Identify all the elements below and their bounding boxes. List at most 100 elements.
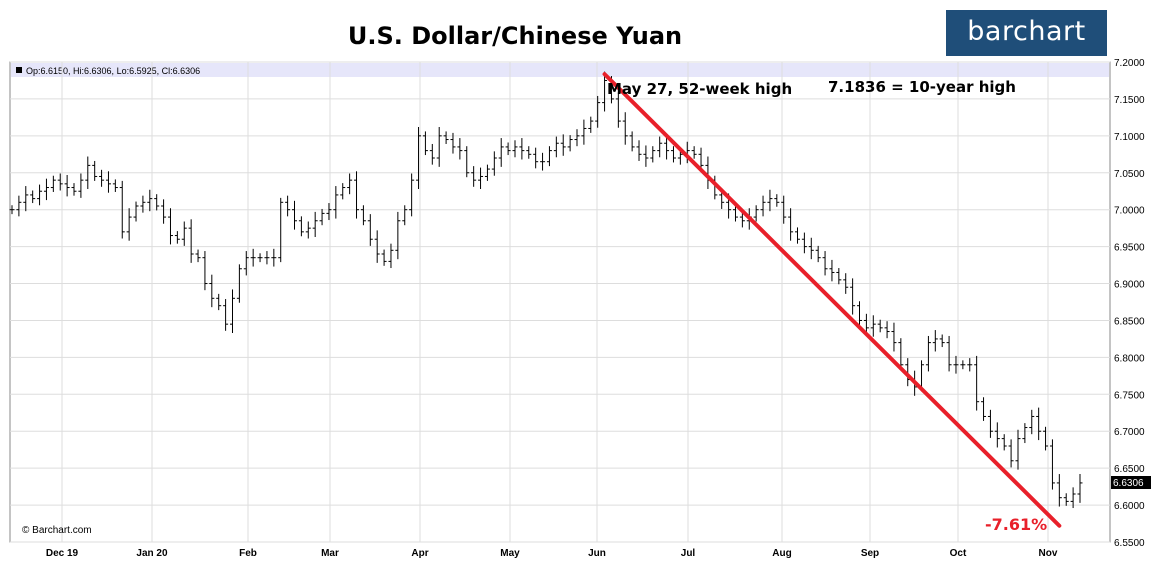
ohlc-bar [278,197,284,263]
ohlc-bar [188,219,194,263]
y-tick-label: 7.0500 [1114,169,1145,180]
ohlc-bar [650,146,656,163]
ohlc-bar [981,397,987,421]
ohlc-bar [16,195,22,217]
ohlc-bar [533,147,539,169]
ohlc-bar [836,268,842,285]
y-tick-label: 6.8500 [1114,316,1145,327]
ohlc-bar [664,134,670,160]
ohlc-bar [1077,474,1083,503]
x-tick-label: Jul [681,548,696,559]
ohlc-bar [436,126,442,167]
ohlc-bar [271,248,277,267]
ohlc-bar [863,313,869,335]
ohlc-summary: Op:6.6150, Hi:6.6306, Lo:6.5925, Cl:6.63… [26,66,200,76]
ohlc-bar [767,189,773,212]
ohlc-bar [794,227,800,244]
ohlc-bar [367,214,373,246]
ohlc-bar [250,248,256,267]
last-price-tag [1111,476,1151,489]
annotation-52-week-high: May 27, 52-week high [607,80,792,98]
ohlc-bar [99,169,105,187]
ohlc-bar [581,119,587,145]
ohlc-bar [312,211,318,238]
ohlc-bar [498,138,504,167]
ohlc-bar [161,199,167,224]
barchart-logo[interactable]: barchart [946,10,1107,56]
ohlc-bar [994,422,1000,448]
ohlc-bar [112,179,118,192]
ohlc-bar [154,194,160,211]
ohlc-bar [30,190,36,204]
ohlc-bar [140,195,146,213]
ohlc-bar [1049,439,1055,490]
ohlc-bar [257,253,263,263]
ohlc-bar [1008,439,1014,468]
ohlc-bar [657,136,663,158]
ohlc-bar [1070,487,1076,509]
ohlc-bar [37,184,43,206]
ohlc-bar [264,251,270,265]
ohlc-bar [781,195,787,224]
ohlc-bar [429,143,435,165]
y-tick-label: 6.9000 [1114,280,1145,291]
ohlc-bar [898,338,904,370]
ohlc-bar [119,180,125,239]
ohlc-bar [1043,426,1049,451]
ohlc-bar [595,95,601,128]
ohlc-bar [850,278,856,315]
ohlc-bar [50,175,56,192]
ohlc-bar [402,205,408,226]
ohlc-bar [1056,474,1062,507]
ohlc-bar [588,116,594,133]
y-tick-label: 7.1500 [1114,95,1145,106]
ohlc-bar [243,251,249,276]
ohlc-bar [223,299,229,331]
ohlc-bar [202,251,208,291]
chart-title: U.S. Dollar/Chinese Yuan [347,22,683,50]
ohlc-bar [526,146,532,159]
ohlc-bar [71,183,77,196]
ohlc-bar [829,259,835,282]
ohlc-bar [974,355,980,411]
ohlc-bar [285,195,291,217]
y-tick-label: 7.0000 [1114,206,1145,217]
ohlc-bar [760,195,766,217]
ohlc-bar [960,360,966,370]
x-tick-label: Mar [321,548,339,559]
ohlc-bar [505,142,511,156]
ohlc-bar [691,146,697,159]
ohlc-bar [333,186,339,219]
ohlc-bar [602,71,608,112]
ohlc-bar [643,145,649,167]
x-tick-label: Jan 20 [136,548,168,559]
ohlc-bar [808,237,814,260]
ohlc-bar [967,358,973,372]
ohlc-bar [822,251,828,276]
ohlc-bar [174,231,180,244]
ohlc-bar [939,334,945,348]
y-tick-label: 6.5500 [1114,538,1145,549]
ohlc-bar [857,301,863,325]
ohlc-bar [319,208,325,226]
y-tick-label: 6.9500 [1114,243,1145,254]
annotation-10-year-high: 7.1836 = 10-year high [828,78,1016,96]
ohlc-bar [932,330,938,352]
ohlc-bar [298,216,304,237]
ohlc-bar [567,135,573,152]
ohlc-bar [422,131,428,156]
ohlc-bar [105,171,111,193]
ohlc-bar [374,230,380,263]
ohlc-bar [1036,407,1042,441]
ohlc-bar [774,194,780,207]
ohlc-bar [388,243,394,269]
copyright: © Barchart.com [22,525,92,536]
ohlc-bar [877,319,883,333]
y-tick-label: 7.2000 [1114,58,1145,69]
ohlc-bar [305,221,311,239]
y-tick-label: 7.1000 [1114,132,1145,143]
ohlc-bar [870,315,876,337]
ohlc-bar [471,166,477,187]
ohlc-bar [1063,493,1069,506]
ohlc-bar [670,146,676,163]
